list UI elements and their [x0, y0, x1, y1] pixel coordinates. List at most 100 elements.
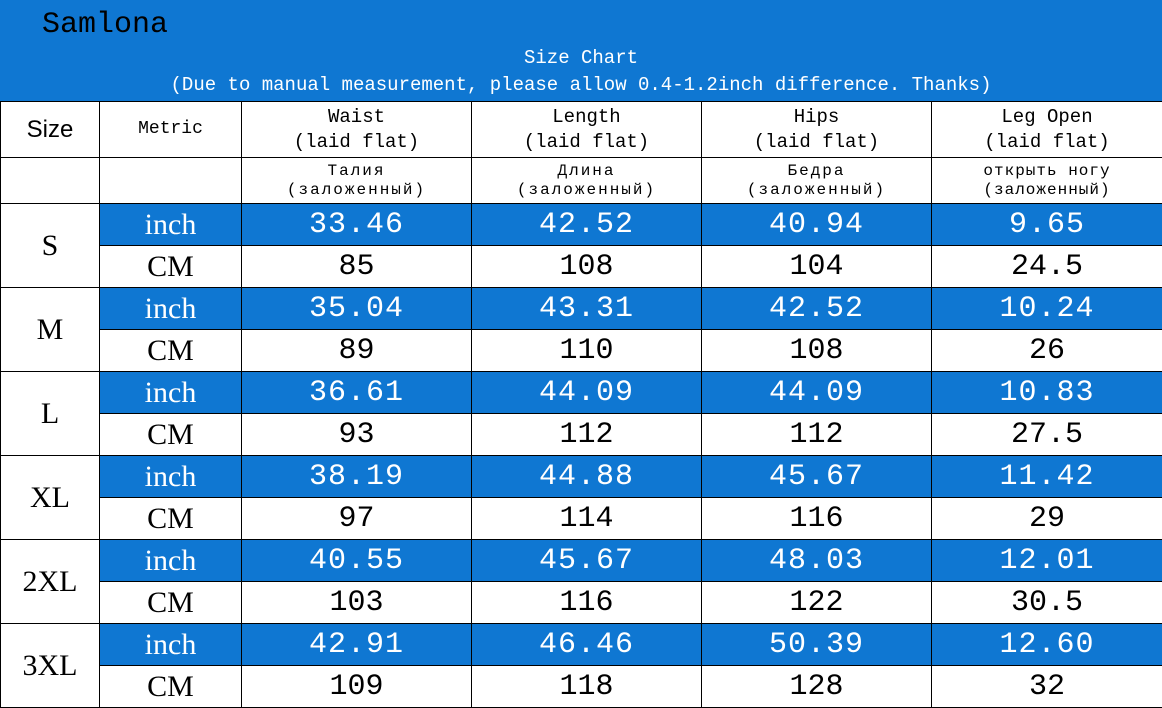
- leg-open-label: Leg Open: [932, 105, 1162, 130]
- hips-russian-header: Бедра (заложенный): [702, 158, 932, 204]
- length-russian-sub-label: (заложенный): [472, 181, 701, 200]
- hips-value: 128: [702, 666, 932, 708]
- waist-label: Waist: [242, 105, 471, 130]
- waist-russian-sub-label: (заложенный): [242, 181, 471, 200]
- waist-value: 38.19: [242, 456, 472, 498]
- waist-value: 40.55: [242, 540, 472, 582]
- leg-value: 32: [932, 666, 1162, 708]
- hips-label: Hips: [702, 105, 931, 130]
- empty-header-cell: [1, 158, 100, 204]
- length-sub-label: (laid flat): [472, 130, 701, 155]
- size-table: Size Metric Waist (laid flat) Length (la…: [0, 101, 1162, 708]
- length-value: 43.31: [472, 288, 702, 330]
- unit-label: CM: [100, 330, 242, 372]
- unit-label: inch: [100, 288, 242, 330]
- hips-value: 104: [702, 246, 932, 288]
- leg-open-column-header: Leg Open (laid flat): [932, 102, 1162, 158]
- length-value: 112: [472, 414, 702, 456]
- header-row-russian: Талия (заложенный) Длина (заложенный) Бе…: [1, 158, 1162, 204]
- hips-sub-label: (laid flat): [702, 130, 931, 155]
- unit-label: inch: [100, 372, 242, 414]
- hips-russian-sub-label: (заложенный): [702, 181, 931, 200]
- length-value: 108: [472, 246, 702, 288]
- header-banner: Samlona Size Chart (Due to manual measur…: [0, 0, 1162, 101]
- hips-value: 40.94: [702, 204, 932, 246]
- unit-label: inch: [100, 204, 242, 246]
- length-value: 44.09: [472, 372, 702, 414]
- leg-value: 12.01: [932, 540, 1162, 582]
- waist-value: 35.04: [242, 288, 472, 330]
- leg-value: 9.65: [932, 204, 1162, 246]
- unit-label: CM: [100, 246, 242, 288]
- waist-value: 85: [242, 246, 472, 288]
- hips-russian-label: Бедра: [702, 162, 931, 181]
- waist-russian-label: Талия: [242, 162, 471, 181]
- hips-value: 45.67: [702, 456, 932, 498]
- hips-value: 44.09: [702, 372, 932, 414]
- hips-value: 116: [702, 498, 932, 540]
- metric-column-header: Metric: [100, 102, 242, 158]
- leg-open-russian-sub-label: (заложенный): [932, 181, 1162, 200]
- hips-column-header: Hips (laid flat): [702, 102, 932, 158]
- waist-value: 97: [242, 498, 472, 540]
- unit-label: CM: [100, 414, 242, 456]
- waist-value: 89: [242, 330, 472, 372]
- leg-value: 10.24: [932, 288, 1162, 330]
- waist-value: 42.91: [242, 624, 472, 666]
- size-label: S: [1, 204, 100, 288]
- length-value: 44.88: [472, 456, 702, 498]
- unit-label: CM: [100, 666, 242, 708]
- waist-russian-header: Талия (заложенный): [242, 158, 472, 204]
- size-label: 3XL: [1, 624, 100, 708]
- leg-open-sub-label: (laid flat): [932, 130, 1162, 155]
- length-value: 118: [472, 666, 702, 708]
- brand-name: Samlona: [42, 8, 168, 42]
- size-label: 2XL: [1, 540, 100, 624]
- hips-value: 48.03: [702, 540, 932, 582]
- empty-header-cell: [100, 158, 242, 204]
- size-label: L: [1, 372, 100, 456]
- waist-value: 33.46: [242, 204, 472, 246]
- unit-label: CM: [100, 498, 242, 540]
- leg-value: 24.5: [932, 246, 1162, 288]
- leg-value: 10.83: [932, 372, 1162, 414]
- header-row-english: Size Metric Waist (laid flat) Length (la…: [1, 102, 1162, 158]
- length-value: 114: [472, 498, 702, 540]
- leg-value: 30.5: [932, 582, 1162, 624]
- leg-open-russian-label: открыть ногу: [932, 162, 1162, 181]
- length-russian-header: Длина (заложенный): [472, 158, 702, 204]
- measurement-note: (Due to manual measurement, please allow…: [0, 74, 1162, 96]
- leg-value: 27.5: [932, 414, 1162, 456]
- leg-value: 11.42: [932, 456, 1162, 498]
- leg-value: 26: [932, 330, 1162, 372]
- leg-value: 29: [932, 498, 1162, 540]
- length-label: Length: [472, 105, 701, 130]
- unit-label: inch: [100, 624, 242, 666]
- waist-value: 36.61: [242, 372, 472, 414]
- length-value: 42.52: [472, 204, 702, 246]
- hips-value: 50.39: [702, 624, 932, 666]
- leg-open-russian-header: открыть ногу (заложенный): [932, 158, 1162, 204]
- unit-label: CM: [100, 582, 242, 624]
- length-value: 110: [472, 330, 702, 372]
- size-label: M: [1, 288, 100, 372]
- hips-value: 122: [702, 582, 932, 624]
- size-column-header: Size: [1, 102, 100, 158]
- waist-value: 103: [242, 582, 472, 624]
- length-value: 116: [472, 582, 702, 624]
- leg-value: 12.60: [932, 624, 1162, 666]
- waist-value: 109: [242, 666, 472, 708]
- length-value: 46.46: [472, 624, 702, 666]
- waist-sub-label: (laid flat): [242, 130, 471, 155]
- size-label: XL: [1, 456, 100, 540]
